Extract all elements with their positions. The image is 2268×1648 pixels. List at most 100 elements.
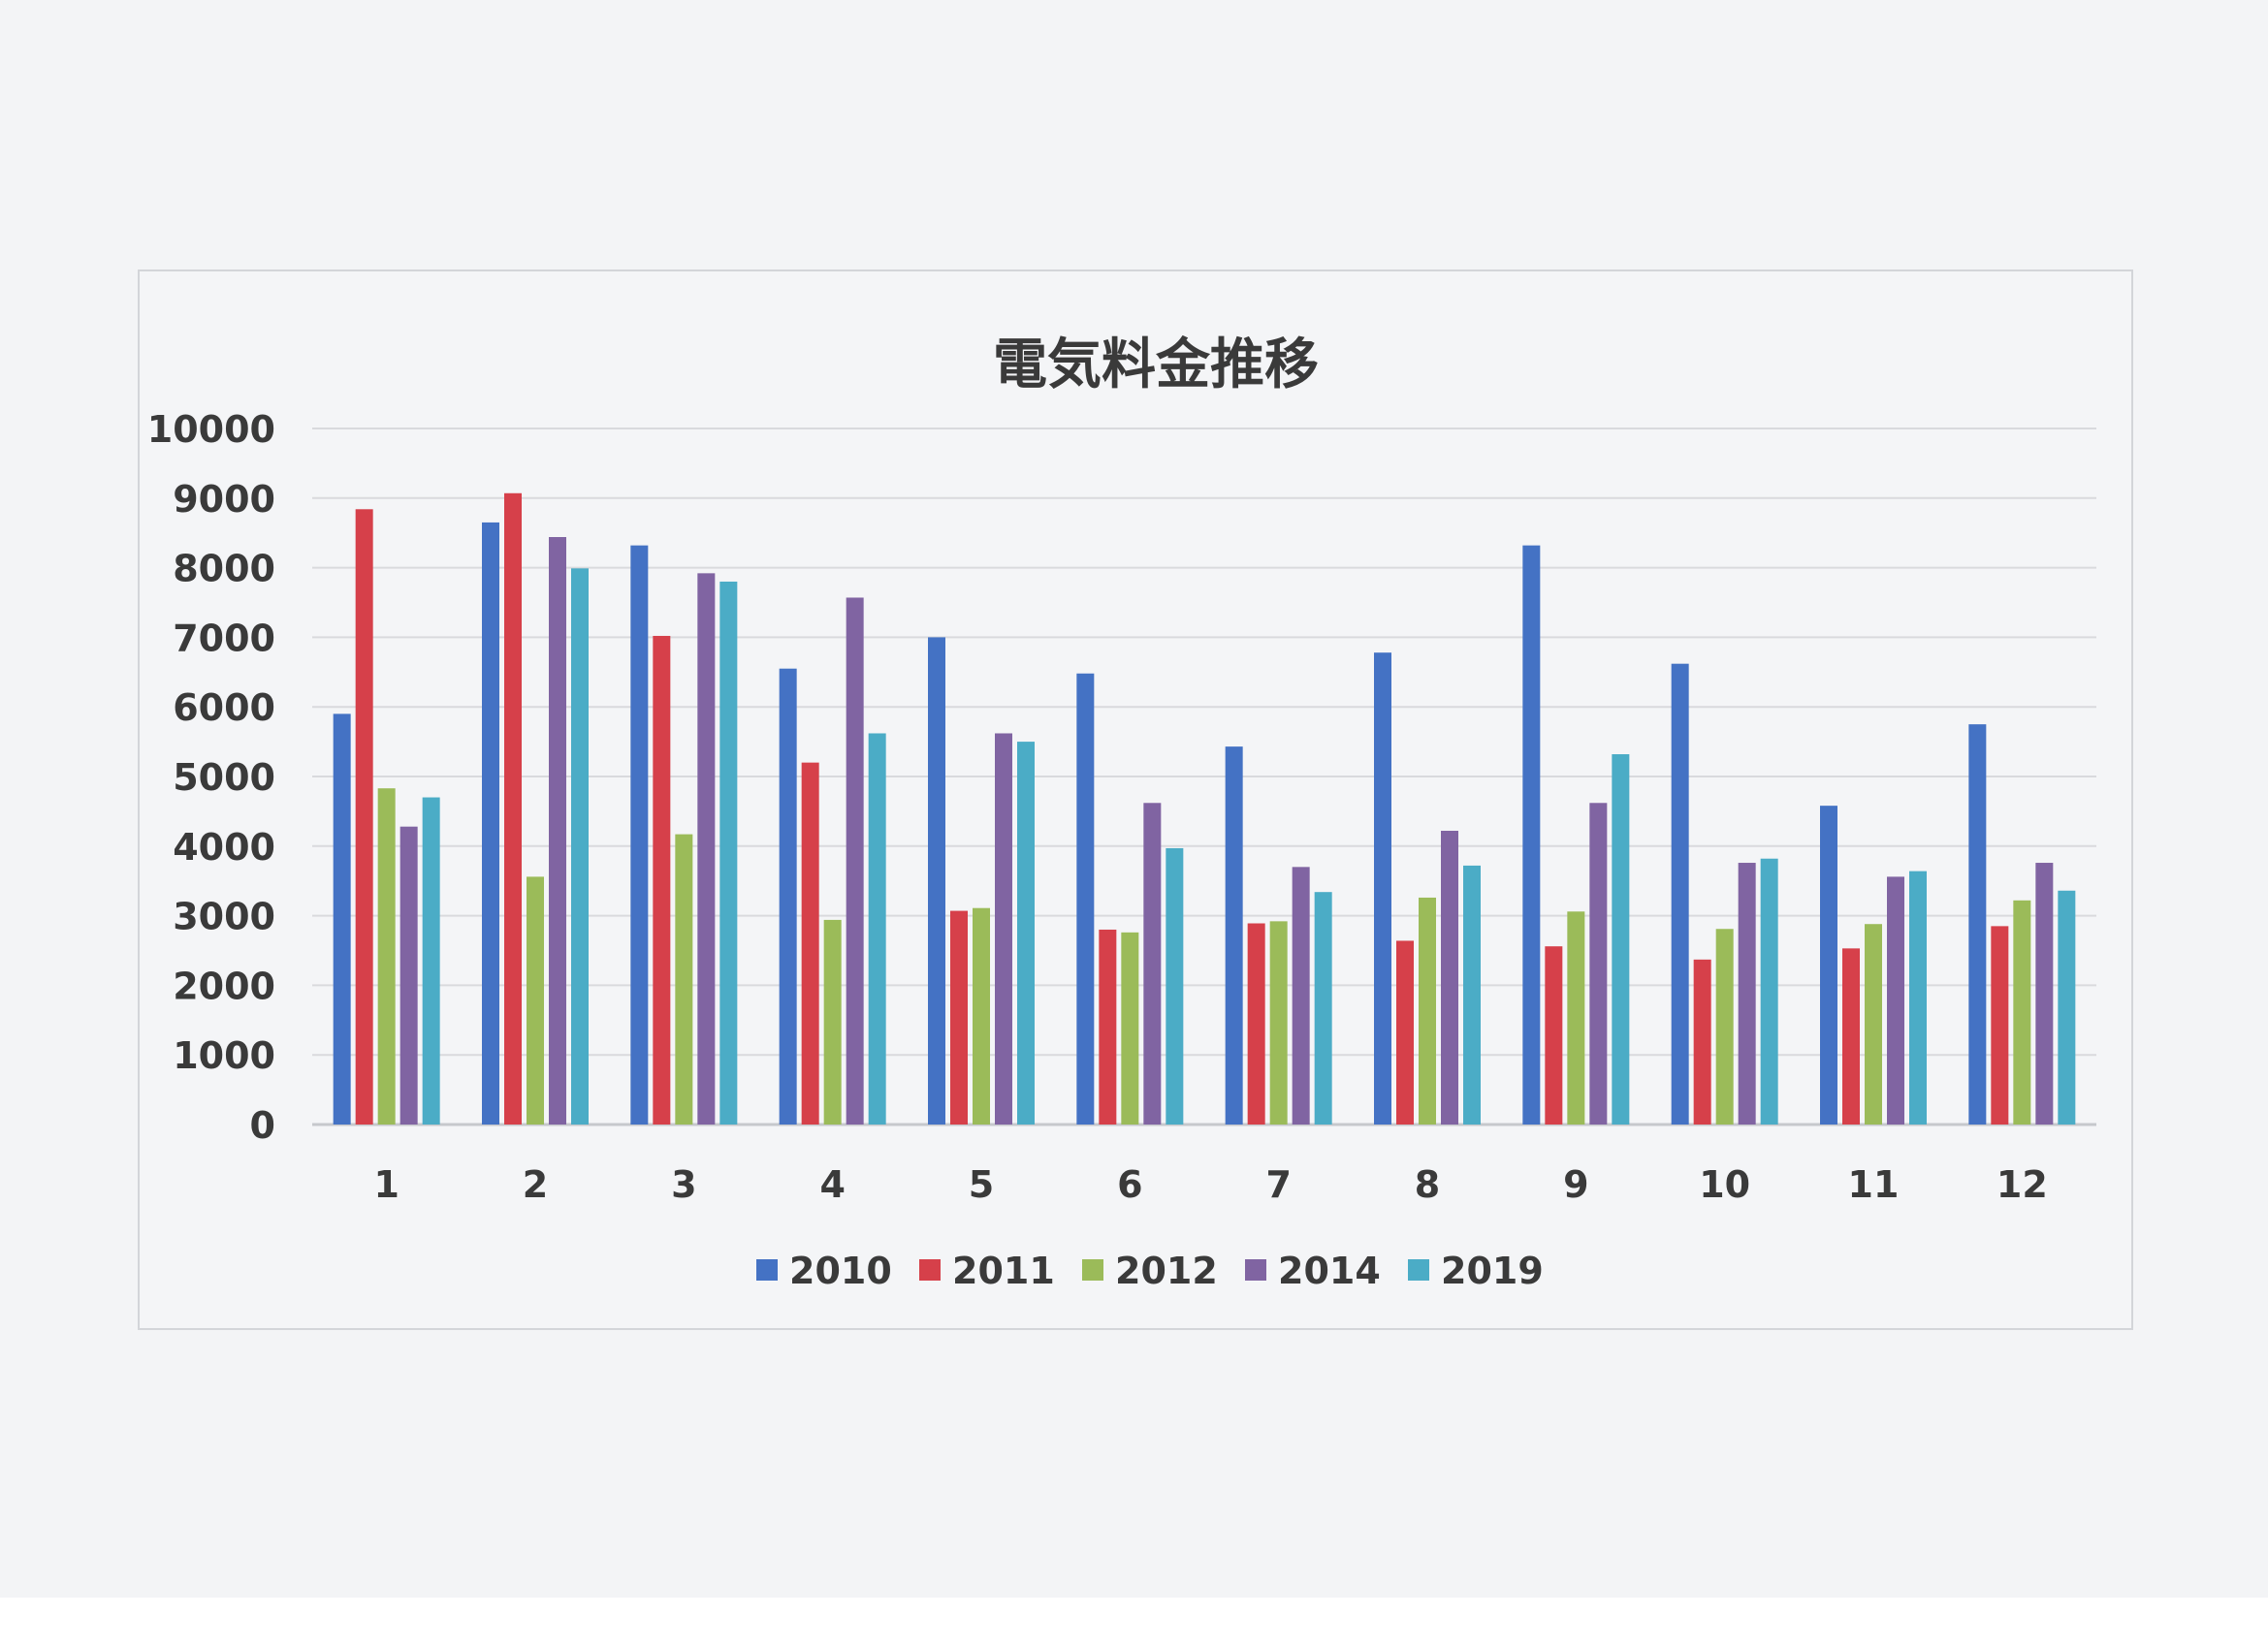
bar-2012-4 [823, 919, 842, 1125]
bar-2014-11 [1887, 876, 1904, 1125]
bar-2019-8 [1463, 865, 1481, 1125]
legend-label-2010: 2010 [789, 1250, 892, 1292]
bar-2010-8 [1374, 652, 1391, 1125]
y-axis-ticks: 0 1000 2000 3000 4000 5000 6000 7000 8000 9000 100… [147, 408, 275, 1147]
x-tick-label: 6 [1117, 1163, 1142, 1206]
bar-2014-12 [2035, 863, 2054, 1125]
bar-2010-10 [1671, 663, 1689, 1125]
bar-2019-2 [571, 568, 589, 1125]
legend: 2010 2011 2012 2014 2019 [756, 1250, 1544, 1292]
bar-2014-10 [1738, 863, 1756, 1125]
bar-2011-2 [504, 492, 522, 1125]
x-tick-label: 11 [1848, 1163, 1900, 1206]
legend-label-2014: 2014 [1278, 1250, 1381, 1292]
bar-2014-2 [549, 537, 566, 1125]
bar-2010-4 [779, 668, 797, 1125]
bar-2011-11 [1842, 948, 1860, 1125]
page-bottom-margin [0, 1598, 2268, 1648]
bar-2010-2 [482, 522, 499, 1125]
legend-swatch-2014 [1245, 1259, 1266, 1281]
y-tick-label: 6000 [173, 686, 275, 729]
x-tick-label: 10 [1699, 1163, 1750, 1206]
bar-2012-6 [1121, 932, 1139, 1125]
gridlines [312, 428, 2096, 1126]
bar-2012-3 [675, 834, 693, 1125]
y-tick-label: 2000 [173, 965, 275, 1007]
bar-2012-2 [527, 876, 544, 1125]
bar-2011-9 [1545, 946, 1563, 1125]
bar-2014-8 [1441, 831, 1458, 1125]
legend-label-2019: 2019 [1441, 1250, 1544, 1292]
bar-2012-9 [1567, 911, 1585, 1125]
bar-2019-1 [422, 797, 440, 1125]
y-tick-label: 5000 [173, 756, 275, 799]
bar-2011-6 [1099, 929, 1117, 1125]
y-tick-label: 4000 [173, 826, 275, 869]
y-tick-label: 1000 [173, 1034, 275, 1077]
bar-2012-5 [973, 907, 990, 1125]
chart-title: 電気料金推移 [993, 333, 1319, 396]
bar-2012-7 [1269, 921, 1288, 1125]
bar-2010-12 [1968, 724, 1987, 1125]
bar-2010-1 [333, 713, 351, 1125]
bar-2012-10 [1715, 929, 1734, 1125]
x-tick-label: 4 [819, 1163, 845, 1206]
bar-2019-6 [1166, 847, 1184, 1125]
bar-2019-12 [2058, 890, 2076, 1125]
y-tick-label: 10000 [147, 408, 275, 451]
bar-2019-4 [868, 733, 886, 1125]
y-tick-label: 9000 [173, 478, 275, 521]
bar-2012-12 [2013, 900, 2031, 1125]
bar-2011-5 [950, 910, 968, 1125]
bar-2010-9 [1522, 545, 1541, 1125]
x-tick-label: 12 [1996, 1163, 2048, 1206]
legend-swatch-2010 [756, 1259, 778, 1281]
x-tick-label: 2 [523, 1163, 548, 1206]
legend-label-2012: 2012 [1115, 1250, 1218, 1292]
bar-2012-11 [1865, 924, 1882, 1125]
bars [333, 492, 2076, 1125]
bar-2010-6 [1076, 673, 1095, 1125]
y-tick-label: 3000 [173, 896, 275, 938]
bar-2010-7 [1225, 746, 1243, 1125]
x-tick-label: 3 [671, 1163, 696, 1206]
legend-swatch-2011 [919, 1259, 941, 1281]
bar-2012-1 [377, 788, 396, 1125]
x-tick-label: 5 [969, 1163, 994, 1206]
legend-swatch-2012 [1082, 1259, 1103, 1281]
bar-2011-1 [355, 509, 373, 1125]
bar-2019-7 [1314, 892, 1332, 1125]
bar-2019-9 [1612, 754, 1630, 1125]
bar-2014-6 [1143, 803, 1162, 1125]
bar-2012-8 [1419, 897, 1436, 1125]
bar-2011-10 [1693, 959, 1711, 1125]
bar-2011-4 [801, 762, 819, 1125]
x-tick-label: 7 [1265, 1163, 1291, 1206]
bar-2011-8 [1396, 940, 1414, 1125]
bar-2014-3 [697, 573, 716, 1125]
x-tick-label: 1 [373, 1163, 399, 1206]
chart-frame: 電気料金推移 0 1000 2000 3000 4000 5000 6000 7000 8000… [138, 269, 2133, 1330]
x-tick-label: 8 [1415, 1163, 1440, 1206]
bar-2019-3 [719, 581, 738, 1125]
x-axis-ticks: 1 2 3 4 5 6 7 8 9 10 11 12 [373, 1163, 2047, 1206]
bar-2010-3 [630, 545, 649, 1125]
bar-2019-11 [1909, 871, 1927, 1125]
legend-label-2011: 2011 [952, 1250, 1055, 1292]
legend-swatch-2019 [1408, 1259, 1429, 1281]
bar-2019-5 [1017, 742, 1035, 1125]
y-tick-label: 8000 [173, 548, 275, 590]
bar-2011-3 [653, 635, 671, 1125]
bar-2019-10 [1760, 858, 1778, 1125]
y-tick-label: 0 [250, 1104, 275, 1147]
bar-2014-5 [995, 733, 1012, 1125]
bar-2014-9 [1589, 803, 1608, 1125]
bar-2011-12 [1991, 926, 2009, 1125]
bar-2014-4 [846, 597, 864, 1125]
bar-chart: 電気料金推移 0 1000 2000 3000 4000 5000 6000 7000 8000… [147, 333, 2096, 1292]
bar-2014-1 [399, 826, 418, 1125]
bar-2014-7 [1292, 867, 1310, 1125]
bar-2010-11 [1820, 806, 1837, 1125]
y-tick-label: 7000 [173, 617, 275, 659]
x-tick-label: 9 [1563, 1163, 1588, 1206]
